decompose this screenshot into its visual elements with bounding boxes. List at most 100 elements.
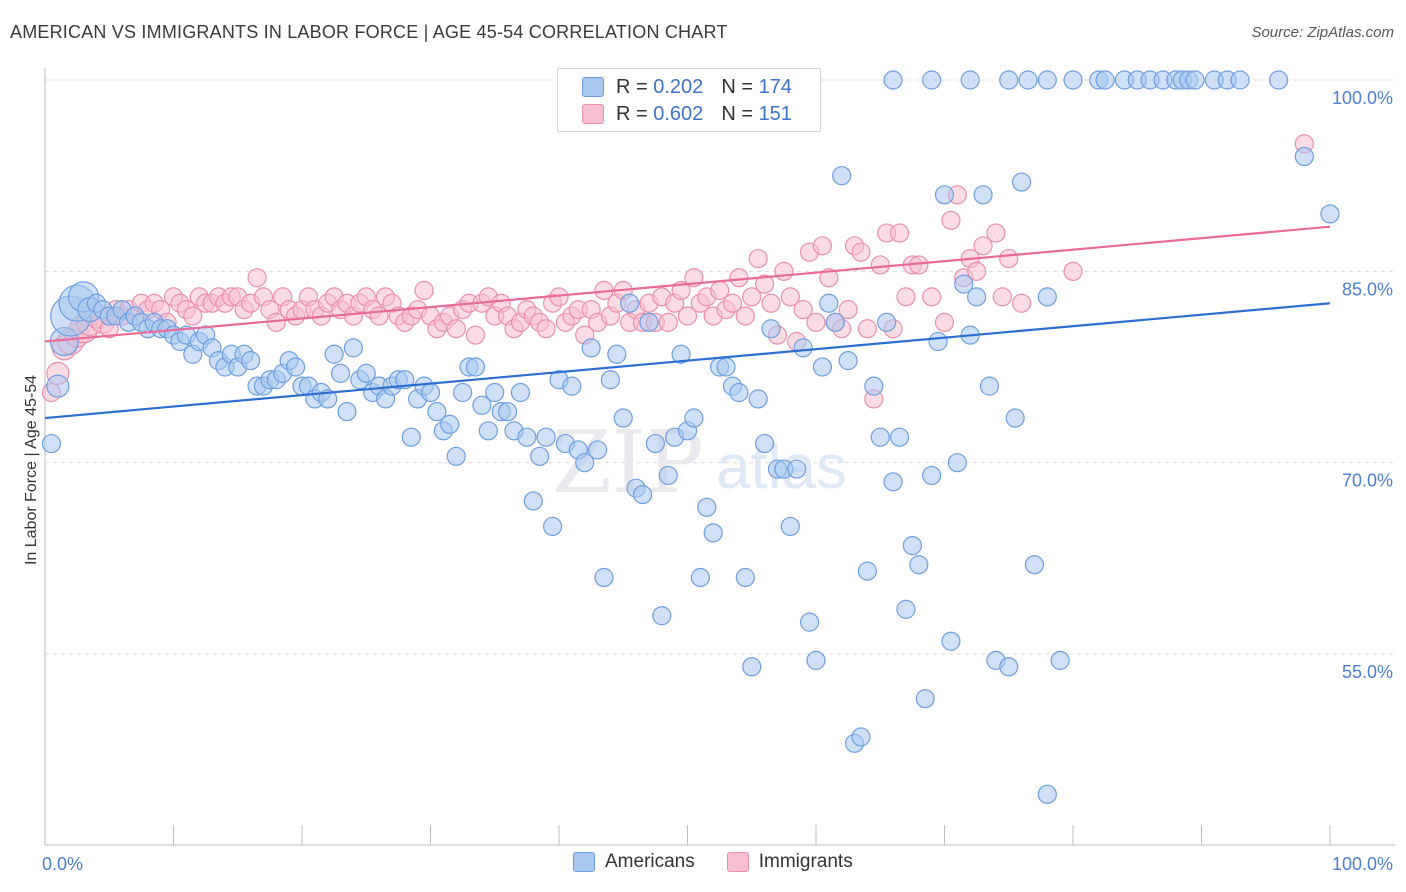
series-legend: Americans Immigrants (573, 851, 885, 873)
american-point (41, 433, 62, 454)
immigrant-point (754, 274, 775, 294)
trend-lines (44, 225, 1331, 420)
n-label: N = (721, 75, 753, 98)
immigrant-point (735, 306, 755, 326)
american-point (780, 516, 800, 537)
n-label: N = (721, 102, 753, 125)
american-point (1024, 555, 1045, 575)
x-tick-label-min: 0.0% (42, 854, 83, 874)
trend-line-americans (44, 302, 1331, 420)
american-point (909, 555, 929, 575)
immigrant-point (999, 248, 1019, 269)
american-point (1037, 287, 1057, 307)
american-point (806, 650, 826, 670)
stats-legend: R = 0.202 N = 174 R = 0.602 N = 151 (557, 68, 821, 132)
american-point (517, 427, 537, 447)
american-point (639, 312, 659, 332)
american-point (485, 382, 505, 403)
r-value: 0.202 (653, 75, 704, 98)
american-point (420, 382, 441, 403)
immigrant-point (857, 319, 878, 339)
american-point (587, 440, 608, 460)
american-point (1037, 70, 1057, 90)
american-point (928, 331, 948, 352)
immigrant-point (761, 293, 781, 313)
american-point (742, 657, 762, 677)
american-point (427, 402, 447, 422)
immigrant-point (183, 306, 203, 326)
americans-swatch (573, 852, 595, 872)
immigrant-point (896, 287, 916, 307)
american-point (1185, 70, 1205, 90)
american-point (478, 421, 498, 441)
american-point (883, 70, 903, 90)
legend-label-immigrants: Immigrants (758, 851, 853, 872)
immigrant-point (446, 319, 466, 339)
american-point (1320, 204, 1340, 224)
legend-item-immigrants[interactable]: Immigrants (726, 851, 853, 873)
american-point (832, 166, 852, 186)
american-point (343, 338, 363, 358)
american-point (658, 465, 678, 486)
immigrant-point (941, 210, 961, 230)
y-axis-label: In Labor Force | Age 45-54 (23, 375, 40, 565)
immigrant-point (536, 319, 556, 339)
immigrant-point (870, 255, 890, 275)
american-point (1050, 650, 1070, 670)
american-point (1037, 784, 1057, 804)
source-label: Source: ZipAtlas.com (1251, 24, 1394, 41)
legend-item-americans[interactable]: Americans (573, 851, 695, 873)
american-point (684, 408, 704, 428)
american-point (947, 453, 967, 473)
american-point (652, 606, 672, 626)
immigrant-point (793, 300, 813, 320)
y-tick-label: 85.0% (1342, 279, 1393, 299)
american-point (735, 567, 755, 588)
immigrant-point (973, 236, 993, 256)
american-point (754, 433, 775, 454)
y-tick-label: 55.0% (1342, 662, 1393, 682)
immigrant-point (722, 293, 743, 313)
legend-row-immigrants: R = 0.602 N = 151 (582, 101, 792, 127)
american-point (607, 344, 627, 364)
american-point (697, 497, 717, 517)
american-point (446, 446, 466, 466)
american-point (819, 293, 839, 313)
immigrant-point (748, 248, 768, 269)
y-tick-label: 100.0% (1332, 88, 1393, 108)
immigrant-point (812, 236, 833, 256)
immigrant-point (967, 261, 987, 281)
american-point (787, 459, 807, 479)
american-point (960, 70, 980, 90)
american-point (851, 727, 871, 747)
american-point (967, 287, 987, 307)
immigrant-point (819, 268, 839, 288)
r-label: R = (616, 102, 648, 125)
american-point (825, 312, 845, 332)
american-point (620, 293, 640, 313)
american-point (395, 370, 415, 390)
american-point (465, 357, 486, 377)
immigrant-point (729, 268, 749, 288)
american-point (1005, 408, 1025, 428)
axes (44, 68, 1395, 846)
american-point (1011, 172, 1032, 192)
american-point (498, 402, 518, 422)
x-tick-label-max: 100.0% (1332, 854, 1393, 874)
american-point (472, 395, 492, 415)
american-point (401, 427, 421, 447)
tick-labels: 55.0% 70.0% 85.0% 100.0% 0.0% 100.0% (42, 88, 1393, 874)
american-point (896, 599, 916, 619)
american-point (1095, 70, 1115, 90)
american-point (1268, 70, 1289, 90)
n-value: 174 (758, 75, 792, 98)
american-point (889, 427, 910, 447)
immigrant-point (1063, 261, 1083, 281)
american-point (330, 363, 351, 383)
immigrant-point (934, 312, 955, 332)
american-point (594, 567, 614, 588)
r-label: R = (616, 75, 648, 98)
immigrant-point (742, 287, 762, 307)
american-point (941, 631, 961, 651)
